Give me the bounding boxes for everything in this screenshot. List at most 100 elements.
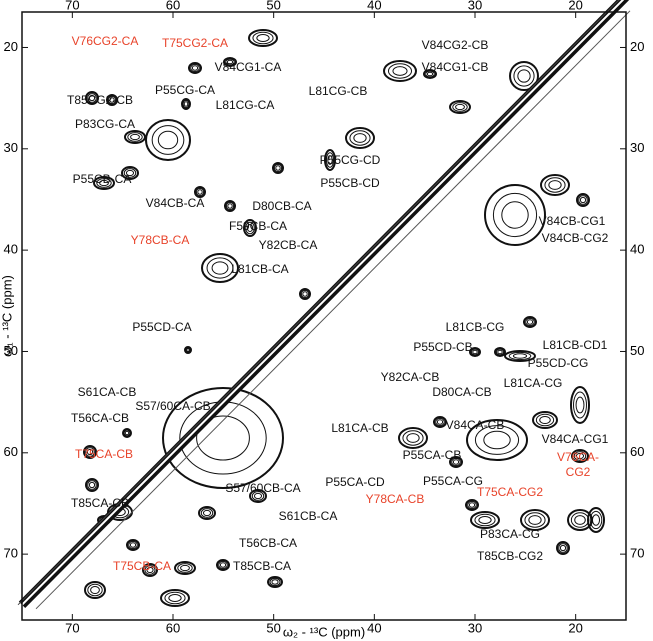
- y-tick-label: 40: [4, 242, 18, 257]
- contour: [125, 431, 129, 435]
- peak-label: Y82CA-CB: [381, 370, 440, 384]
- contour: [502, 202, 528, 228]
- y-tick-label: 50: [630, 343, 644, 358]
- contour: [456, 104, 465, 109]
- contour: [529, 516, 541, 525]
- peak-label: L81CB-CD1: [543, 338, 608, 352]
- peak-label: L81CA-CG: [504, 376, 563, 390]
- peak-label: T75CA-CG2: [477, 485, 543, 499]
- peak-label: L81CG-CB: [309, 84, 368, 98]
- x-tick-label: 50: [266, 620, 280, 635]
- contour: [89, 482, 94, 487]
- peak-label: V76CG2-CA: [72, 34, 139, 48]
- contour: [574, 392, 587, 418]
- peak-label: P55CD-CG: [528, 356, 589, 370]
- x-tick-label: 40: [367, 620, 381, 635]
- contour: [527, 320, 532, 324]
- peak-label: T56CA-CB: [71, 411, 129, 425]
- peak-label: P83CG-CA: [75, 117, 135, 131]
- y-tick-label: 30: [630, 140, 644, 155]
- peak-label: V84CB-CG1: [539, 214, 606, 228]
- contour: [473, 350, 477, 354]
- peak-label: P55CB-CD: [320, 176, 380, 190]
- peak-label: S57/60CA-CB: [135, 399, 210, 413]
- contour: [514, 66, 534, 86]
- x-axis-label: ω₂ - ¹³C (ppm): [283, 624, 365, 639]
- contour: [388, 64, 411, 78]
- peak-label: Y78CA-CB: [366, 492, 425, 506]
- contour: [518, 70, 530, 82]
- y-tick-label: 60: [4, 444, 18, 459]
- contour: [393, 67, 407, 76]
- peak-label: P83CA-CG: [480, 527, 540, 541]
- peak-label: Y82CB-CA: [259, 238, 318, 252]
- x-tick-label: 20: [568, 0, 582, 12]
- x-tick-label: 40: [367, 0, 381, 12]
- contour: [181, 565, 190, 570]
- contour: [158, 131, 177, 149]
- peak-label: L81CB-CG: [446, 320, 505, 334]
- contour: [257, 34, 269, 41]
- contour: [525, 513, 545, 527]
- peak-label: V84CG1-CA: [215, 60, 282, 74]
- y-tick-label: 50: [4, 343, 18, 358]
- peak-label: P55CG-CD: [320, 153, 381, 167]
- contour: [469, 503, 474, 507]
- contour: [131, 134, 140, 139]
- contour: [192, 66, 197, 70]
- x-tick-label: 70: [65, 620, 79, 635]
- contour: [475, 514, 495, 526]
- peak-label: P55CA-CD: [325, 475, 385, 489]
- peak-label: T85CG2-CB: [67, 93, 133, 107]
- contour: [560, 545, 565, 550]
- contour: [88, 584, 102, 596]
- peak-label: F59CB-CA: [229, 219, 287, 233]
- contour: [350, 131, 370, 145]
- contour: [576, 397, 584, 413]
- peak-label: S57/60CB-CA: [225, 481, 300, 495]
- peak-label: P55CA-CG: [423, 474, 483, 488]
- contour: [484, 431, 510, 449]
- contour: [228, 204, 232, 208]
- peak-label: T75CA-CB: [75, 447, 133, 461]
- peak-label: T85CA-CB: [71, 496, 129, 510]
- contour: [485, 185, 545, 245]
- contour: [184, 102, 188, 106]
- x-tick-label: 60: [166, 620, 180, 635]
- y-tick-label: 70: [4, 546, 18, 561]
- contour: [272, 580, 278, 584]
- contour: [187, 349, 190, 352]
- contour: [220, 563, 225, 567]
- contour: [540, 416, 551, 423]
- peak-label: D80CA-CB: [432, 385, 491, 399]
- x-tick-label: 70: [65, 0, 79, 12]
- peak-label: Y78CB-CA: [131, 233, 190, 247]
- peak-label: P55CD-CB: [413, 340, 472, 354]
- peak-label: T56CB-CA: [239, 536, 297, 550]
- peak-label: T85CB-CA: [233, 559, 291, 573]
- contour: [498, 350, 502, 354]
- peak-label: V84CA-CG1: [542, 432, 609, 446]
- contour: [437, 420, 442, 424]
- contour: [212, 262, 228, 274]
- contour: [580, 197, 585, 202]
- contour: [592, 515, 599, 526]
- y-tick-label: 20: [630, 39, 644, 54]
- peak-label: T75CB-CA: [113, 559, 171, 573]
- contour: [165, 592, 185, 604]
- contour: [545, 178, 565, 192]
- peak-label: V84CG1-CB: [422, 60, 489, 74]
- peak-label: L81CB-CA: [231, 262, 288, 276]
- x-tick-label: 30: [468, 0, 482, 12]
- y-tick-label: 60: [630, 444, 644, 459]
- peak-label: P55CB-CA: [73, 172, 132, 186]
- contour: [203, 510, 210, 515]
- peak-label: D80CB-CA: [252, 199, 311, 213]
- x-tick-label: 50: [266, 0, 280, 12]
- contour: [571, 513, 588, 527]
- contour: [479, 516, 491, 523]
- contour: [207, 258, 233, 278]
- y-tick-label: 40: [630, 242, 644, 257]
- contour: [407, 434, 419, 443]
- contour: [549, 181, 561, 190]
